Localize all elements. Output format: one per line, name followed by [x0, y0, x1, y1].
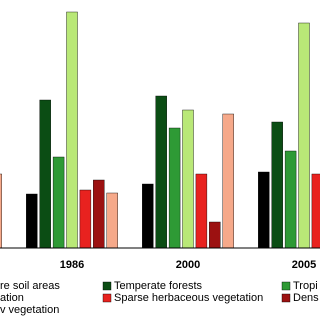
bar [284, 150, 297, 249]
bar [182, 109, 194, 249]
legend-swatch [102, 293, 112, 303]
bar [298, 22, 310, 249]
bar [155, 95, 167, 249]
bar [52, 156, 65, 249]
bar [258, 171, 270, 249]
legend-swatch [102, 281, 112, 291]
legend-label: v vegetation [0, 304, 59, 316]
bar [209, 221, 221, 249]
bar [93, 179, 105, 249]
legend-label: Tropi [293, 280, 318, 292]
x-tick-label: 2005 [292, 259, 316, 271]
bar [168, 127, 181, 249]
bar [195, 173, 208, 249]
legend-label: Sparse herbaceous vegetation [114, 292, 263, 304]
bar [106, 192, 118, 249]
bar [271, 121, 283, 249]
legend-label: Temperate forests [114, 280, 203, 292]
bar [26, 193, 38, 249]
legend-swatch [281, 281, 291, 291]
legend-label: Dens [293, 292, 319, 304]
legend-label: ation [0, 292, 24, 304]
bar [142, 183, 154, 249]
x-tick-label: 2000 [176, 259, 200, 271]
bar [0, 173, 2, 249]
legend-label: re soil areas [0, 280, 60, 292]
x-tick-label: 1986 [60, 259, 84, 271]
bar [39, 99, 51, 249]
bar [79, 189, 92, 249]
bar [222, 113, 234, 249]
legend-swatch [281, 293, 291, 303]
bar [311, 173, 320, 249]
bar [66, 11, 78, 249]
